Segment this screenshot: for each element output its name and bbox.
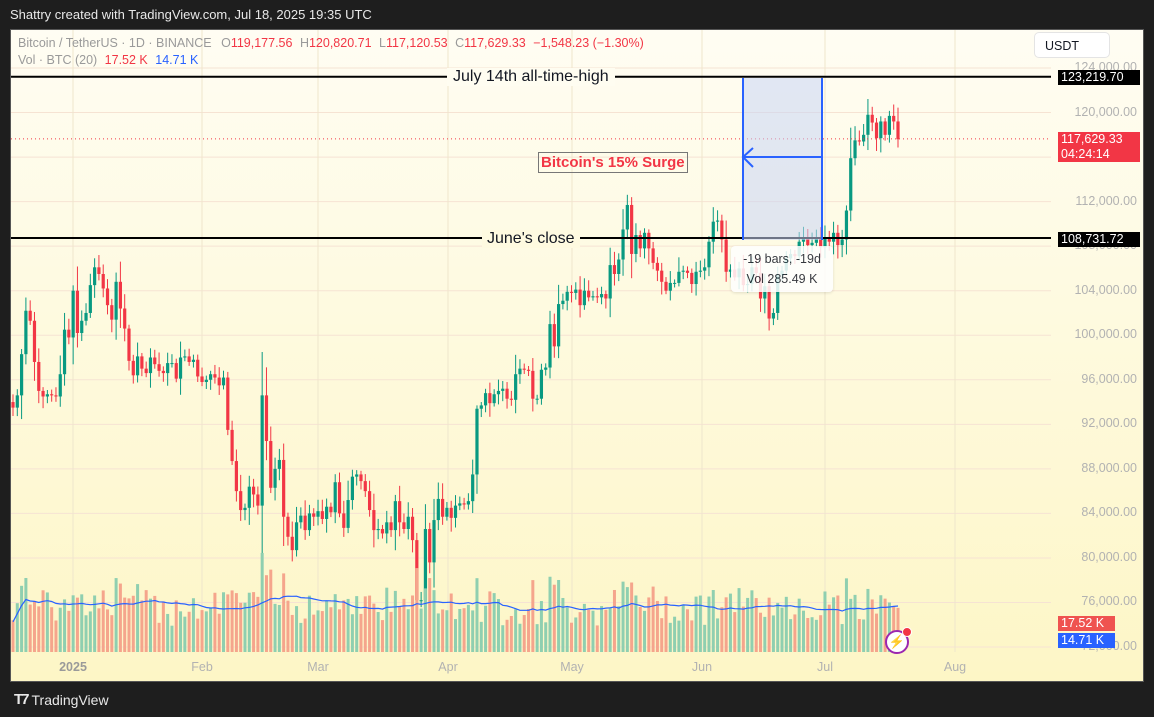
june-close-line-label[interactable]: June's close [482,230,580,248]
time-axis-tick: Aug [943,660,967,674]
price-axis-tick: 100,000.00 [1074,327,1137,342]
price-axis-tick: 84,000.00 [1081,505,1137,520]
time-axis-tick: 2025 [59,660,87,674]
price-axis-tick: 112,000.00 [1075,193,1137,208]
currency-button[interactable]: USDT [1034,32,1110,58]
attribution-text: Shattry created with TradingView.com, Ju… [10,7,372,22]
brand-name: TradingView [31,691,109,708]
time-axis-tick: Jul [817,660,833,674]
high-value: 120,820.71 [308,36,372,50]
june-close-price-tag: 108,731.72 [1058,232,1140,247]
notification-dot-icon [902,627,912,637]
measure-volume: Vol 285.49 K [746,272,818,286]
price-axis-tick: 88,000.00 [1081,460,1137,475]
time-axis-tick: May [560,660,584,674]
symbol-name[interactable]: Bitcoin / TetherUS · 1D · BINANCE [18,36,212,50]
ath-price-tag: 123,219.70 [1058,70,1140,85]
tradingview-logo-icon: T7 [14,691,29,708]
tradingview-brand[interactable]: T7 TradingView [14,691,109,708]
close-value: 117,629.33 [464,36,526,50]
last-price: 117,629.33 [1061,132,1123,146]
open-value: 119,177.56 [230,36,293,50]
measure-bars: -19 bars, -19d [743,252,821,266]
chart-frame[interactable]: Bitcoin / TetherUS · 1D · BINANCE O119,1… [10,29,1144,682]
last-price-tag: 117,629.33 04:24:14 [1058,132,1140,162]
volume-ma-tag: 14.71 K [1058,633,1115,648]
time-axis-tick: Apr [438,660,458,674]
price-axis-tick: 80,000.00 [1081,549,1137,564]
price-axis-tick: 76,000.00 [1081,594,1137,609]
volume-label[interactable]: Vol · BTC (20) [18,53,98,67]
volume-ma-value: 14.71 K [155,53,199,67]
time-axis-tick: Feb [191,660,213,674]
price-chart[interactable] [11,30,1144,682]
measure-tooltip: -19 bars, -19d Vol 285.49 K [731,246,833,292]
surge-text-box[interactable]: Bitcoin's 15% Surge [538,152,688,173]
price-axis-tick: 104,000.00 [1074,282,1137,297]
high-label: H [299,36,309,50]
open-label: O [221,36,231,50]
time-axis-tick: Mar [307,660,329,674]
volume-row: Vol · BTC (20) 17.52 K 14.71 K [18,52,644,69]
price-axis-tick: 120,000.00 [1074,104,1137,119]
low-value: 117,120.53 [385,36,448,50]
volume-value: 17.52 K [104,53,148,67]
price-axis-tick: 92,000.00 [1081,416,1137,431]
close-label: C [455,36,465,50]
symbol-legend: Bitcoin / TetherUS · 1D · BINANCE O119,1… [18,35,644,69]
time-axis-tick: Jun [691,660,713,674]
lightning-alert-icon[interactable]: ⚡ [885,630,909,654]
volume-tag: 17.52 K [1058,616,1115,631]
bar-countdown: 04:24:14 [1061,147,1110,161]
attribution-bar: Shattry created with TradingView.com, Ju… [0,0,1154,29]
change-value: −1,548.23 (−1.30%) [533,36,644,50]
low-label: L [379,36,386,50]
ohlc-row: Bitcoin / TetherUS · 1D · BINANCE O119,1… [18,35,644,52]
ath-line-label[interactable]: July 14th all-time-high [447,68,615,86]
price-axis-tick: 96,000.00 [1081,371,1137,386]
footer-bar: T7 TradingView [0,682,1154,717]
